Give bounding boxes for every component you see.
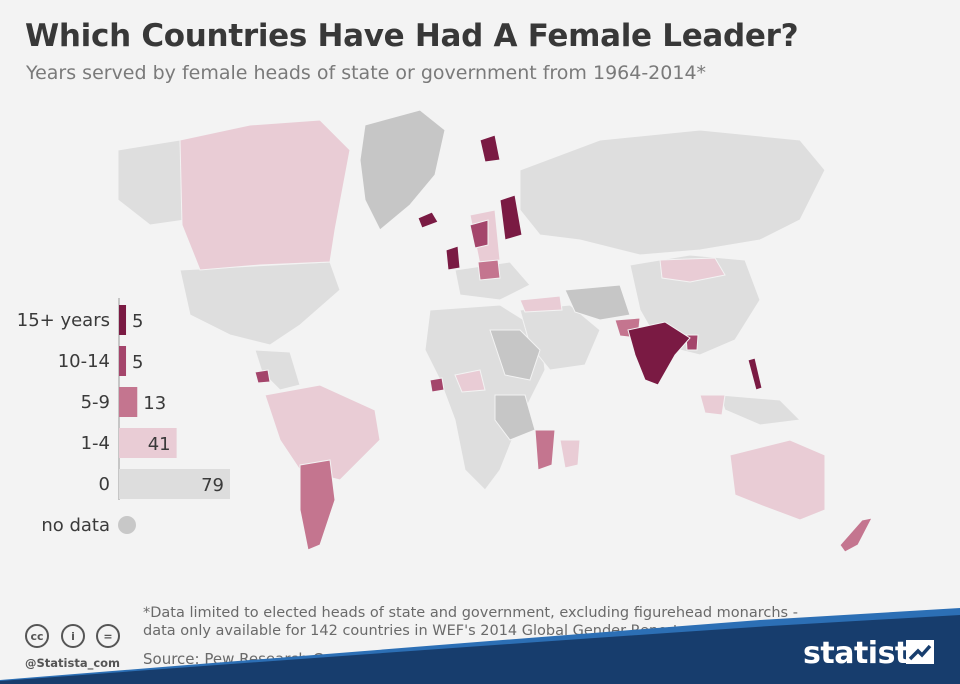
legend-value-label: 79 bbox=[201, 475, 224, 496]
legend-value-label: 13 bbox=[143, 393, 166, 414]
legend-value-label: 5 bbox=[132, 311, 143, 332]
equals-icon: = bbox=[96, 624, 120, 648]
legend-category-label: 15+ years bbox=[17, 310, 110, 331]
legend-no-data-swatch bbox=[118, 516, 136, 534]
legend-category-label: 5-9 bbox=[81, 392, 110, 413]
legend-bar bbox=[119, 305, 127, 335]
statista-handle: @Statista_com bbox=[25, 656, 121, 670]
chart-title: Which Countries Have Had A Female Leader… bbox=[25, 18, 799, 54]
brand-bar bbox=[0, 608, 960, 684]
legend-value-label: 41 bbox=[148, 434, 171, 455]
legend-bar bbox=[119, 469, 230, 499]
legend-category-label: 1-4 bbox=[81, 433, 110, 454]
legend-no-data-label: no data bbox=[41, 515, 110, 536]
legend-value-label: 5 bbox=[132, 352, 143, 373]
legend-bar bbox=[119, 346, 127, 376]
footnote: *Data limited to elected heads of state … bbox=[143, 605, 798, 639]
world-map bbox=[117, 109, 873, 553]
legend-bar bbox=[119, 387, 138, 417]
chart-subtitle: Years served by female heads of state or… bbox=[26, 62, 707, 84]
legend-bar bbox=[119, 428, 177, 458]
by-icon: i bbox=[61, 624, 85, 648]
legend-bar-chart: 15+ years 5 10-14 5 5-9 13 1-4 41 0 79 no data bbox=[17, 298, 230, 536]
legend-category-label: 0 bbox=[99, 474, 110, 495]
legend-category-label: 10-14 bbox=[58, 351, 110, 372]
cc-icon: cc bbox=[25, 624, 49, 648]
statista-logo-mark-icon bbox=[906, 640, 934, 664]
